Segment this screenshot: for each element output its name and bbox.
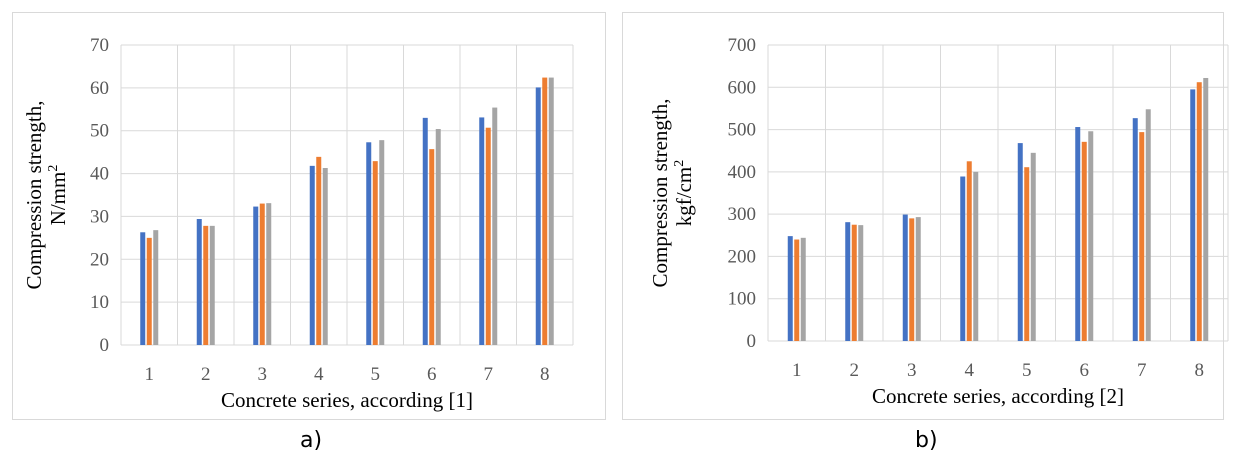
chart-b-xtick-label: 5 <box>1022 360 1032 381</box>
chart-b-ytick-label: 600 <box>728 77 757 98</box>
chart-a-bar-s3-c7 <box>492 107 498 345</box>
chart-a-xtick-label: 8 <box>540 364 550 385</box>
chart-a-bar-s3-c6 <box>435 129 441 345</box>
chart-a-bar-s3-c1 <box>153 230 159 345</box>
chart-b-bar-s2-c4 <box>966 161 972 341</box>
chart-b-y-axis-title: Compression strength, kgf/cm2 <box>648 99 696 288</box>
chart-a-bar-s3-c8 <box>548 77 554 346</box>
chart-a-bar-s2-c6 <box>429 149 435 345</box>
chart-a-ytick-label: 50 <box>90 121 109 142</box>
chart-a-y-axis-title-line1: Compression strength, <box>22 101 46 290</box>
chart-b-bar-s1-c7 <box>1132 118 1138 341</box>
chart-b-bar-s3-c6 <box>1088 131 1094 341</box>
chart-b-bar-s3-c8 <box>1203 77 1209 342</box>
chart-b-bar-s3-c3 <box>915 217 921 341</box>
chart-b-bar-s1-c2 <box>845 222 851 341</box>
chart-panel-a: 0 10 20 30 40 50 60 70 1 2 3 4 5 6 7 8 Concrete series, … <box>12 12 606 420</box>
chart-b-xtick-label: 7 <box>1137 360 1147 381</box>
chart-b-bar-s2-c5 <box>1024 167 1030 341</box>
chart-b-ytick-label: 300 <box>728 204 757 225</box>
chart-a-xtick-label: 7 <box>484 364 494 385</box>
chart-a-bar-s1-c5 <box>366 142 372 345</box>
chart-a-ytick-label: 60 <box>90 78 109 99</box>
chart-a-bar-s3-c5 <box>379 140 385 345</box>
chart-panel-b: 0 100 200 300 400 500 600 700 1 2 3 4 5 6 7 8 Concrete s… <box>622 12 1229 420</box>
chart-b-bar-s1-c5 <box>1017 143 1023 341</box>
chart-b-ytick-label: 400 <box>728 162 757 183</box>
chart-b-xtick-label: 1 <box>792 360 802 381</box>
chart-a-bar-s3-c4 <box>322 168 328 345</box>
chart-a-xtick-label: 6 <box>427 364 437 385</box>
chart-a-ytick-label: 40 <box>90 164 109 185</box>
chart-b-bar-s3-c4 <box>973 171 979 341</box>
chart-b-xtick-label: 3 <box>907 360 917 381</box>
chart-a-ytick-label: 0 <box>100 335 110 356</box>
chart-a-xtick-label: 1 <box>145 364 155 385</box>
chart-b-bar-s1-c8 <box>1190 89 1196 342</box>
chart-b-bar-s1-c1 <box>787 236 793 341</box>
chart-b-bar-s2-c3 <box>909 218 915 341</box>
chart-b-bar-s1-c4 <box>960 176 966 341</box>
chart-b-ytick-label: 100 <box>728 289 757 310</box>
chart-b-ytick-label: 0 <box>747 331 757 352</box>
chart-b-y-axis-title-line2: kgf/cm2 <box>672 160 696 226</box>
caption-b: b) <box>915 428 938 453</box>
chart-a-svg: 0 10 20 30 40 50 60 70 1 2 3 4 5 6 7 8 Concrete series, … <box>22 35 574 412</box>
chart-a-x-axis-title: Concrete series, according [1] <box>221 388 473 412</box>
chart-a-bar-s2-c2 <box>203 225 209 345</box>
chart-b-bar-s3-c7 <box>1145 109 1151 341</box>
chart-b-bar-s1-c3 <box>902 214 908 341</box>
chart-a-bar-s1-c6 <box>422 117 428 345</box>
chart-b-bar-s3-c5 <box>1030 152 1036 341</box>
chart-a-ytick-label: 30 <box>90 206 109 227</box>
chart-b-ytick-label: 500 <box>728 120 757 141</box>
chart-a-bar-s1-c1 <box>140 232 146 345</box>
chart-a-bar-s1-c3 <box>253 206 259 345</box>
chart-a-bar-s2-c3 <box>259 203 265 345</box>
chart-b-ytick-label: 200 <box>728 246 757 267</box>
chart-a-bar-s3-c2 <box>209 225 215 345</box>
chart-a-bar-s1-c7 <box>479 117 485 345</box>
chart-b-xtick-label: 6 <box>1080 360 1090 381</box>
chart-b-bar-s2-c7 <box>1139 132 1145 341</box>
chart-b-svg: 0 100 200 300 400 500 600 700 1 2 3 4 5 6 7 8 Concrete s… <box>648 35 1229 408</box>
chart-a-bar-s1-c2 <box>196 219 202 345</box>
chart-a-ytick-label: 10 <box>90 292 109 313</box>
chart-a-bar-s2-c8 <box>542 77 548 346</box>
chart-b-bar-s2-c8 <box>1196 82 1202 341</box>
chart-a-xtick-label: 3 <box>258 364 268 385</box>
chart-a-ytick-label: 20 <box>90 249 109 270</box>
chart-a-bar-s2-c1 <box>146 237 152 345</box>
chart-b-bar-s2-c1 <box>794 239 800 341</box>
chart-a-y-axis-title: Compression strength, N/mm2 <box>22 101 70 290</box>
chart-a-y-axis-title-line2: N/mm2 <box>46 165 70 226</box>
chart-a-bar-s2-c7 <box>485 127 491 345</box>
chart-a-bar-s2-c4 <box>316 156 322 345</box>
chart-b-y-axis-title-line1: Compression strength, <box>648 99 672 288</box>
chart-b-xtick-label: 4 <box>965 360 975 381</box>
chart-a-xtick-label: 4 <box>314 364 324 385</box>
chart-a-bar-s1-c8 <box>535 87 541 345</box>
chart-b-bar-s3-c1 <box>800 237 806 341</box>
caption-a: a) <box>300 428 323 453</box>
chart-b-ytick-label: 700 <box>728 35 757 56</box>
chart-a-bar-s1-c4 <box>309 165 315 345</box>
chart-a-bar-s2-c5 <box>372 161 378 345</box>
chart-a-ytick-label: 70 <box>90 35 109 56</box>
chart-b-bar-s2-c6 <box>1081 141 1087 341</box>
chart-a-xtick-label: 2 <box>201 364 211 385</box>
chart-b-xtick-label: 8 <box>1195 360 1205 381</box>
chart-a-bar-s3-c3 <box>266 203 272 345</box>
chart-b-bar-s2-c2 <box>851 224 857 341</box>
chart-b-x-axis-title: Concrete series, according [2] <box>872 384 1124 408</box>
chart-b-xtick-label: 2 <box>850 360 860 381</box>
chart-b-bar-s3-c2 <box>858 225 864 341</box>
chart-b-bar-s1-c6 <box>1075 127 1081 341</box>
chart-a-xtick-label: 5 <box>371 364 381 385</box>
